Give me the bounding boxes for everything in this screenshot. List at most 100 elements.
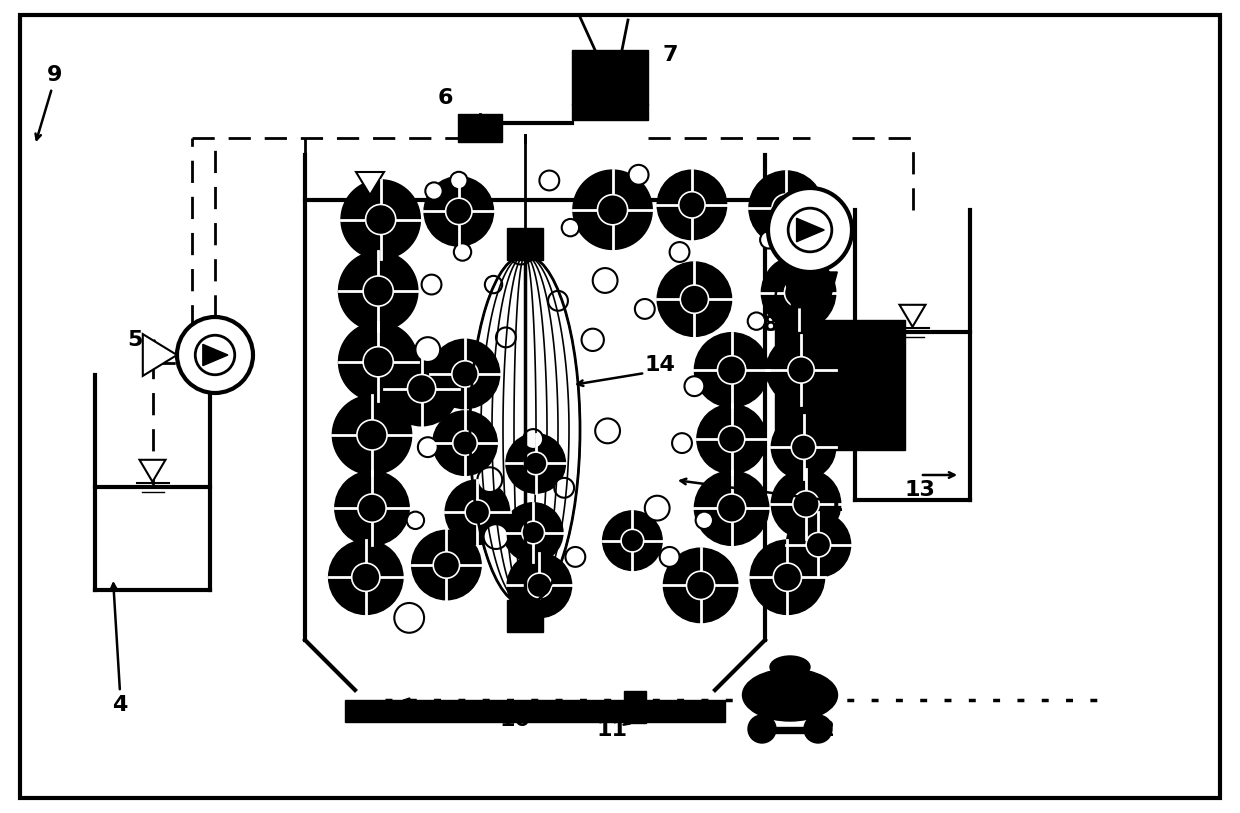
Circle shape [774, 563, 801, 591]
Circle shape [804, 715, 832, 743]
Circle shape [357, 420, 387, 450]
Circle shape [748, 715, 776, 743]
Circle shape [645, 496, 670, 520]
Text: 5: 5 [128, 330, 143, 350]
Text: 7: 7 [662, 45, 678, 65]
Circle shape [363, 346, 393, 377]
Circle shape [366, 204, 396, 235]
Circle shape [660, 547, 680, 567]
Bar [758, 727, 822, 733]
Circle shape [697, 404, 766, 474]
Circle shape [603, 511, 662, 571]
Circle shape [335, 471, 409, 546]
Circle shape [791, 435, 816, 459]
Circle shape [621, 529, 644, 552]
Circle shape [771, 469, 841, 539]
Circle shape [718, 494, 745, 522]
Circle shape [760, 231, 777, 249]
Ellipse shape [770, 656, 810, 678]
Circle shape [507, 553, 572, 618]
Circle shape [785, 279, 812, 307]
Circle shape [329, 540, 403, 615]
Circle shape [565, 547, 585, 567]
Circle shape [527, 573, 552, 598]
Circle shape [723, 430, 740, 448]
Text: 4: 4 [113, 695, 128, 715]
Circle shape [425, 182, 443, 200]
Circle shape [598, 194, 627, 225]
Text: 14: 14 [645, 355, 676, 375]
Circle shape [635, 299, 655, 319]
Polygon shape [899, 305, 925, 327]
Circle shape [503, 502, 563, 563]
Circle shape [445, 480, 510, 545]
Circle shape [485, 276, 502, 293]
Circle shape [681, 285, 708, 313]
Circle shape [657, 170, 727, 240]
Circle shape [339, 251, 418, 331]
Circle shape [768, 188, 852, 272]
Circle shape [684, 376, 704, 396]
Circle shape [789, 208, 832, 252]
Circle shape [657, 262, 732, 337]
Circle shape [678, 192, 706, 218]
Circle shape [766, 335, 836, 405]
Circle shape [484, 524, 508, 549]
Text: 12: 12 [805, 720, 836, 740]
Circle shape [694, 471, 769, 546]
Circle shape [339, 322, 418, 402]
Circle shape [384, 351, 459, 426]
Circle shape [506, 433, 565, 493]
Circle shape [687, 572, 714, 599]
Circle shape [562, 219, 579, 237]
Circle shape [363, 276, 393, 307]
Circle shape [418, 437, 438, 457]
Circle shape [508, 240, 533, 264]
Circle shape [496, 328, 516, 347]
Circle shape [718, 356, 745, 384]
Circle shape [332, 395, 412, 475]
Text: 1: 1 [827, 495, 843, 515]
Circle shape [694, 333, 769, 407]
Circle shape [750, 540, 825, 615]
Circle shape [412, 530, 481, 600]
Circle shape [358, 494, 386, 522]
Circle shape [672, 433, 692, 453]
Circle shape [450, 172, 467, 189]
Circle shape [407, 511, 424, 529]
Bar [507, 600, 543, 632]
Circle shape [430, 339, 500, 409]
Text: 11: 11 [596, 720, 627, 740]
Circle shape [415, 337, 440, 362]
Polygon shape [356, 172, 384, 195]
Polygon shape [139, 460, 165, 482]
Circle shape [445, 198, 472, 224]
Circle shape [454, 243, 471, 261]
Circle shape [408, 375, 435, 402]
Circle shape [548, 291, 568, 311]
Circle shape [573, 170, 652, 250]
Circle shape [477, 467, 502, 492]
Circle shape [422, 275, 441, 294]
Bar [775, 320, 905, 450]
Circle shape [629, 165, 649, 185]
Circle shape [539, 171, 559, 190]
Circle shape [806, 533, 831, 557]
Circle shape [451, 361, 479, 387]
Bar [345, 700, 725, 722]
Circle shape [554, 478, 574, 498]
Polygon shape [782, 272, 837, 307]
Text: 9: 9 [47, 65, 63, 85]
Polygon shape [203, 345, 228, 366]
Bar [624, 691, 646, 723]
Circle shape [433, 411, 497, 476]
Bar [572, 104, 649, 120]
Circle shape [792, 491, 820, 517]
Circle shape [394, 603, 424, 633]
Circle shape [582, 328, 604, 351]
Circle shape [670, 242, 689, 262]
Circle shape [773, 194, 800, 222]
Circle shape [523, 429, 543, 449]
Circle shape [352, 563, 379, 591]
Circle shape [341, 180, 420, 259]
